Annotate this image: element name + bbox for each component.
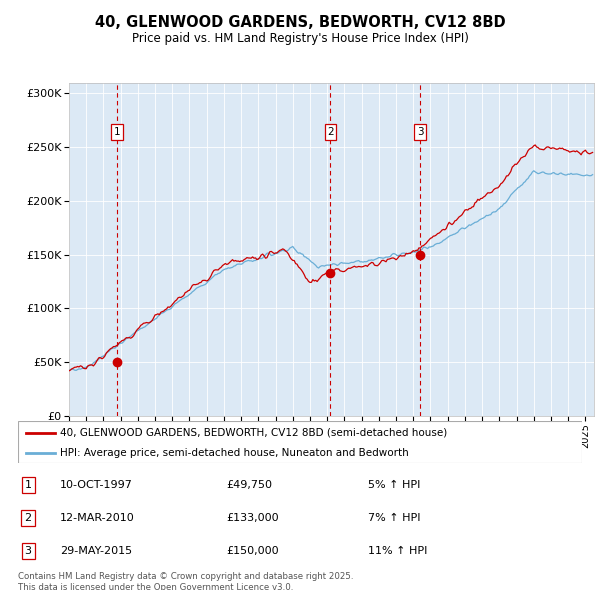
Text: £150,000: £150,000 bbox=[227, 546, 280, 556]
FancyBboxPatch shape bbox=[18, 421, 582, 463]
Text: 3: 3 bbox=[25, 546, 32, 556]
Text: 40, GLENWOOD GARDENS, BEDWORTH, CV12 8BD (semi-detached house): 40, GLENWOOD GARDENS, BEDWORTH, CV12 8BD… bbox=[60, 428, 448, 438]
Text: 10-OCT-1997: 10-OCT-1997 bbox=[60, 480, 133, 490]
Text: 40, GLENWOOD GARDENS, BEDWORTH, CV12 8BD: 40, GLENWOOD GARDENS, BEDWORTH, CV12 8BD bbox=[95, 15, 505, 30]
Text: HPI: Average price, semi-detached house, Nuneaton and Bedworth: HPI: Average price, semi-detached house,… bbox=[60, 448, 409, 457]
Text: 1: 1 bbox=[113, 127, 120, 137]
Text: 2: 2 bbox=[327, 127, 334, 137]
Text: 5% ↑ HPI: 5% ↑ HPI bbox=[368, 480, 420, 490]
Text: £133,000: £133,000 bbox=[227, 513, 280, 523]
Text: Price paid vs. HM Land Registry's House Price Index (HPI): Price paid vs. HM Land Registry's House … bbox=[131, 32, 469, 45]
Text: 3: 3 bbox=[417, 127, 424, 137]
Text: 2: 2 bbox=[25, 513, 32, 523]
Text: 29-MAY-2015: 29-MAY-2015 bbox=[60, 546, 133, 556]
Text: 7% ↑ HPI: 7% ↑ HPI bbox=[368, 513, 420, 523]
Text: Contains HM Land Registry data © Crown copyright and database right 2025.
This d: Contains HM Land Registry data © Crown c… bbox=[18, 572, 353, 590]
Text: 12-MAR-2010: 12-MAR-2010 bbox=[60, 513, 135, 523]
Text: 11% ↑ HPI: 11% ↑ HPI bbox=[368, 546, 427, 556]
Text: 1: 1 bbox=[25, 480, 32, 490]
Text: £49,750: £49,750 bbox=[227, 480, 272, 490]
